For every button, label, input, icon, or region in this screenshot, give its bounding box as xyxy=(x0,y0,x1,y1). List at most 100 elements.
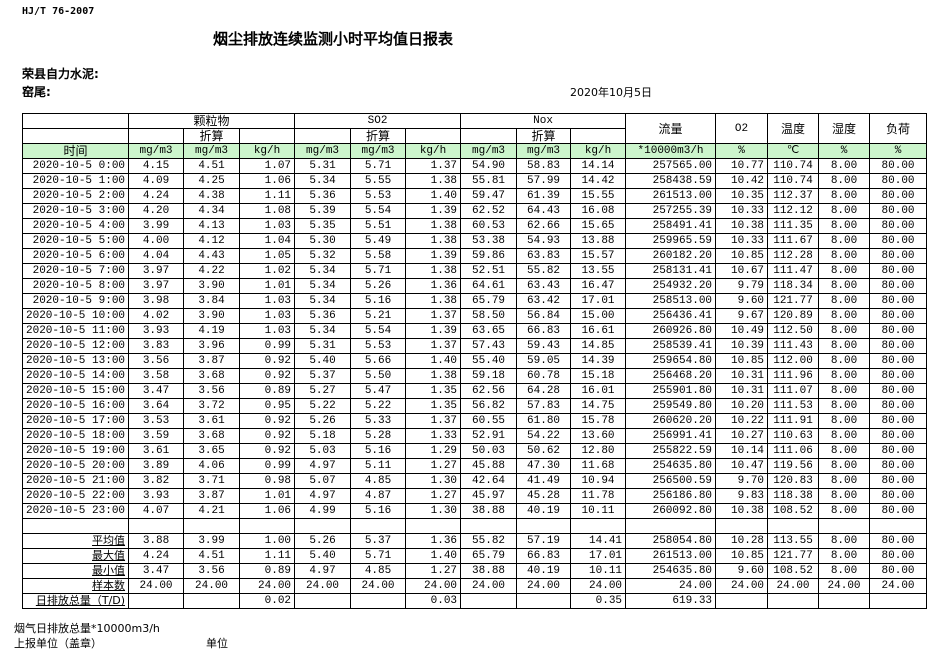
table-row: 2020-10-5 22:00 3.93 3.87 1.01 4.97 4.87 1.27 4… xyxy=(21,488,928,504)
value-cell: 5.51 xyxy=(350,218,407,234)
value-cell: 80.00 xyxy=(869,203,928,219)
value-cell: 3.90 xyxy=(183,308,241,324)
time-cell: 2020-10-5 12:00 xyxy=(21,338,130,354)
value-cell: 257565.00 xyxy=(625,158,717,174)
value-cell: 3.84 xyxy=(183,293,241,309)
value-cell: 110.74 xyxy=(767,158,820,174)
value-cell: 64.43 xyxy=(516,203,572,219)
value-cell: 80.00 xyxy=(869,443,928,459)
value-cell: 3.68 xyxy=(183,368,241,384)
value-cell: 8.00 xyxy=(818,458,871,474)
table-row: 2020-10-5 6:00 4.04 4.43 1.05 5.32 5.58 1.39 59… xyxy=(21,248,928,264)
value-cell: 56.82 xyxy=(460,398,518,414)
value-cell: 4.87 xyxy=(350,488,407,504)
value-cell: 5.11 xyxy=(350,458,407,474)
value-cell: 54.22 xyxy=(516,428,572,444)
value-cell: 54.90 xyxy=(460,158,518,174)
value-cell: 8.00 xyxy=(818,263,871,279)
value-cell: 3.61 xyxy=(183,413,241,429)
time-cell: 2020-10-5 19:00 xyxy=(21,443,130,459)
value-cell: 4.38 xyxy=(183,188,241,204)
value-cell: 5.40 xyxy=(294,353,352,369)
value-cell: 4.51 xyxy=(183,548,241,564)
value-cell: 16.47 xyxy=(570,278,627,294)
value-cell: 5.16 xyxy=(350,293,407,309)
value-cell: 256991.41 xyxy=(625,428,717,444)
value-cell: 55.82 xyxy=(460,533,518,549)
value-cell: 10.22 xyxy=(715,413,769,429)
value-cell: 3.88 xyxy=(128,533,185,549)
table-row: 2020-10-5 8:00 3.97 3.90 1.01 5.34 5.26 1.36 64… xyxy=(21,278,928,294)
value-cell: 256468.20 xyxy=(625,368,717,384)
value-cell: 1.39 xyxy=(405,323,462,339)
value-cell: 121.77 xyxy=(767,548,820,564)
value-cell: 0.89 xyxy=(239,383,296,399)
value-cell: 24.00 xyxy=(767,578,820,594)
empty-cell xyxy=(516,518,572,534)
value-cell: 8.00 xyxy=(818,503,871,519)
table-row: 2020-10-5 19:00 3.61 3.65 0.92 5.03 5.16 1.29 5… xyxy=(21,443,928,459)
value-cell: 10.38 xyxy=(715,218,769,234)
value-cell: 4.19 xyxy=(183,323,241,339)
value-cell: 8.00 xyxy=(818,563,871,579)
value-cell: 3.47 xyxy=(128,563,185,579)
value-cell: 9.67 xyxy=(715,308,769,324)
value-cell: 10.35 xyxy=(715,188,769,204)
value-cell: 80.00 xyxy=(869,368,928,384)
value-cell: 10.94 xyxy=(570,473,627,489)
empty-cell xyxy=(715,518,769,534)
value-cell: 3.56 xyxy=(183,563,241,579)
empty-cell xyxy=(128,518,185,534)
report-date: 2020年10月5日 xyxy=(570,86,652,99)
unit-cell: % xyxy=(818,143,871,159)
value-cell: 80.00 xyxy=(869,353,928,369)
value-cell: 1.11 xyxy=(239,188,296,204)
value-cell: 3.58 xyxy=(128,368,185,384)
table-row: 2020-10-5 16:00 3.64 3.72 0.95 5.22 5.22 1.35 5… xyxy=(21,398,928,414)
value-cell: 52.51 xyxy=(460,263,518,279)
value-cell: 1.27 xyxy=(405,458,462,474)
value-cell: 4.21 xyxy=(183,503,241,519)
value-cell: 66.83 xyxy=(516,548,572,564)
value-cell: 258513.00 xyxy=(625,293,717,309)
value-cell: 3.93 xyxy=(128,323,185,339)
value-cell: 111.91 xyxy=(767,413,820,429)
value-cell: 9.79 xyxy=(715,278,769,294)
value-cell: 3.68 xyxy=(183,428,241,444)
value-cell: 3.59 xyxy=(128,428,185,444)
value-cell: 4.12 xyxy=(183,233,241,249)
value-cell: 24.00 xyxy=(570,578,627,594)
empty-cell xyxy=(570,518,627,534)
value-cell: 8.00 xyxy=(818,173,871,189)
value-cell: 9.83 xyxy=(715,488,769,504)
value-cell: 80.00 xyxy=(869,488,928,504)
value-cell: 60.55 xyxy=(460,413,518,429)
value-cell: 61.39 xyxy=(516,188,572,204)
value-cell: 11.78 xyxy=(570,488,627,504)
value-cell: 0.98 xyxy=(239,473,296,489)
value-cell: 10.14 xyxy=(715,443,769,459)
empty-cell xyxy=(350,518,407,534)
value-cell: 50.62 xyxy=(516,443,572,459)
value-cell: 3.72 xyxy=(183,398,241,414)
value-cell: 80.00 xyxy=(869,503,928,519)
value-cell: 64.61 xyxy=(460,278,518,294)
header-cell xyxy=(239,128,296,144)
value-cell: 258054.80 xyxy=(625,533,717,549)
value-cell: 1.36 xyxy=(405,278,462,294)
unit-cell: mg/m3 xyxy=(128,143,185,159)
value-cell: 80.00 xyxy=(869,263,928,279)
value-cell: 10.39 xyxy=(715,338,769,354)
value-cell: 1.27 xyxy=(405,488,462,504)
value-cell: 80.00 xyxy=(869,158,928,174)
time-cell: 2020-10-5 3:00 xyxy=(21,203,130,219)
value-cell: 5.34 xyxy=(294,278,352,294)
value-cell: 62.52 xyxy=(460,203,518,219)
value-cell: 1.36 xyxy=(405,533,462,549)
value-cell: 13.60 xyxy=(570,428,627,444)
value-cell: 60.53 xyxy=(460,218,518,234)
empty-cell xyxy=(460,518,518,534)
time-cell: 2020-10-5 21:00 xyxy=(21,473,130,489)
value-cell: 255822.59 xyxy=(625,443,717,459)
value-cell: 80.00 xyxy=(869,308,928,324)
